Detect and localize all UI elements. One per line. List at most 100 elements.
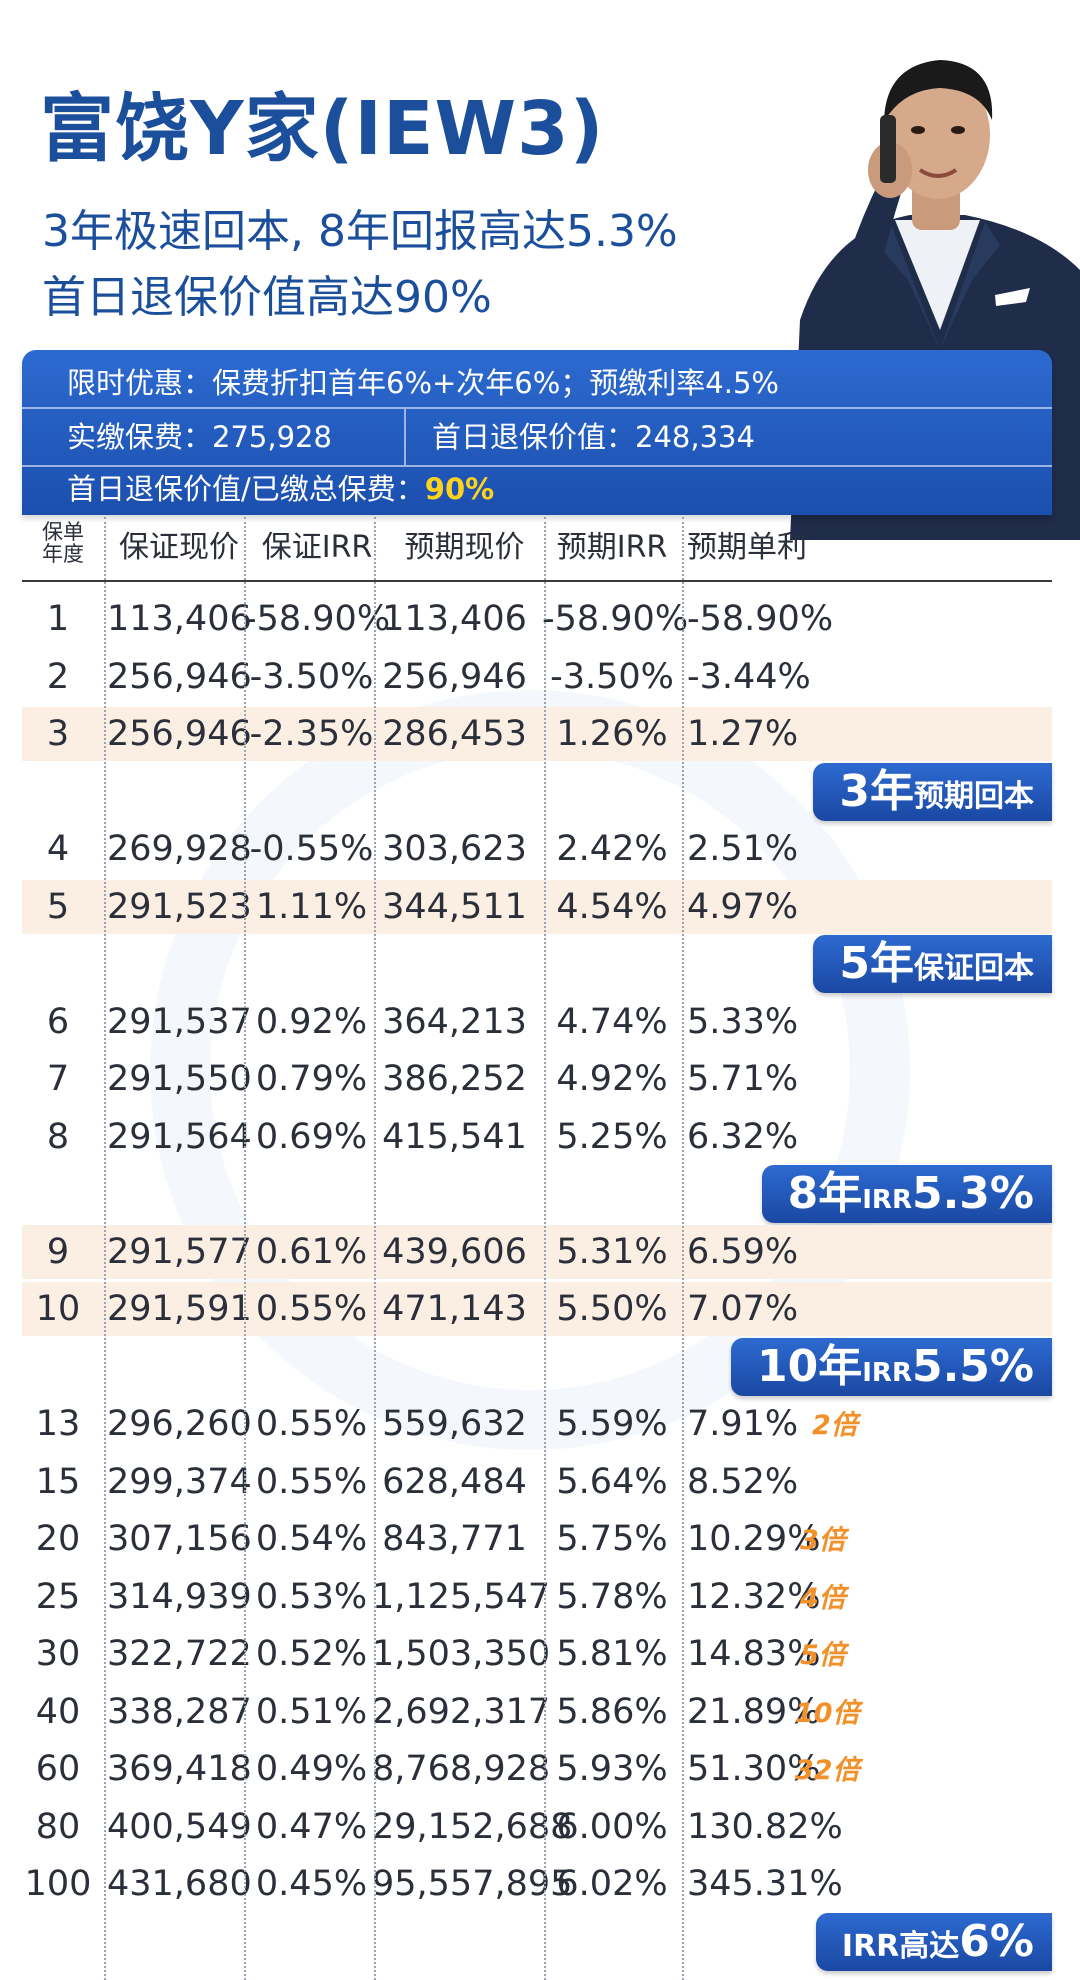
- ratio-value: 90%: [424, 472, 495, 506]
- surrender-value-label: 首日退保价值：: [432, 420, 636, 454]
- table-row: 15 299,374 0.55% 628,484 5.64% 8.52%: [22, 1453, 1052, 1511]
- header-col-5: 预期单利: [687, 530, 807, 565]
- table-cell: 113,406: [382, 599, 527, 639]
- table-cell: 3: [46, 714, 70, 754]
- table-cell: 12.32%: [687, 1576, 821, 1617]
- table-cell: 303,623: [382, 829, 527, 869]
- milestone-tag-text: 6%: [959, 1915, 1034, 1967]
- multiplier-badge: 32倍: [795, 1755, 860, 1786]
- table-cell: -3.50%: [550, 656, 674, 697]
- table-cell: 0.53%: [255, 1576, 368, 1617]
- table-cell: 5.75%: [556, 1519, 668, 1559]
- table-cell: 2,692,317: [372, 1691, 551, 1732]
- banner-divider: [404, 409, 406, 465]
- table-cell: 386,252: [382, 1059, 527, 1099]
- table-cell: 369,418: [107, 1749, 252, 1789]
- table-row: 13 296,260 0.55% 559,632 5.59% 7.91% 2倍: [22, 1395, 1052, 1453]
- highlight-band: [22, 1282, 1052, 1336]
- table-cell: 843,771: [382, 1519, 527, 1559]
- milestone-tag: 5年保证回本: [813, 935, 1052, 993]
- table-row: 10 291,591 0.55% 471,143 5.50% 7.07%: [22, 1280, 1052, 1338]
- table-cell: 8.52%: [687, 1461, 799, 1502]
- ratio-row: 首日退保价值/已缴总保费：90%: [22, 465, 1052, 513]
- milestone-tag: IRR高达6%: [815, 1912, 1052, 1971]
- table-cell: -2.35%: [249, 714, 374, 754]
- milestone-tag-text: 3年: [839, 765, 914, 817]
- table-cell: 29,152,688: [372, 1806, 573, 1847]
- table-row: 20 307,156 0.54% 843,771 5.75% 10.29% 3倍: [22, 1510, 1052, 1568]
- table-cell: 0.55%: [255, 1289, 368, 1329]
- table-row: 8 291,564 0.69% 415,541 5.25% 6.32%: [22, 1108, 1052, 1166]
- multiplier-badge: 10倍: [795, 1697, 860, 1729]
- table-cell: 307,156: [107, 1519, 252, 1559]
- header-policy-year-line1: 保单: [42, 520, 84, 544]
- table-cell: 0.55%: [255, 1404, 368, 1444]
- table-cell: 0.79%: [255, 1059, 368, 1099]
- table-row: 60 369,418 0.49% 8,768,928 5.93% 51.30% 32倍: [22, 1740, 1052, 1798]
- table-cell: 5.64%: [556, 1461, 668, 1502]
- table-cell: 0.61%: [255, 1231, 368, 1272]
- table-cell: 5.59%: [556, 1404, 668, 1444]
- table-cell: 4.97%: [687, 886, 799, 927]
- table-cell: 20: [35, 1519, 81, 1559]
- table-cell: 113,406: [107, 599, 252, 639]
- multiplier-badge: 4倍: [800, 1582, 846, 1614]
- header-col-2: 保证IRR: [261, 530, 373, 565]
- table-cell: 5.50%: [556, 1289, 668, 1329]
- table-cell: 5.31%: [556, 1231, 668, 1272]
- table-cell: 291,550: [107, 1059, 252, 1099]
- table-cell: 5.93%: [556, 1749, 668, 1789]
- table-cell: 1.26%: [556, 714, 668, 754]
- table-cell: 6.59%: [687, 1231, 799, 1272]
- milestone-tag: 3年预期回本: [813, 762, 1052, 821]
- table-cell: 1.11%: [255, 886, 368, 927]
- table-cell: 0.47%: [255, 1806, 368, 1847]
- header-policy-year-line2: 年度: [42, 542, 84, 566]
- milestone-tag-text: 5年: [839, 938, 914, 989]
- table-cell: 1: [46, 599, 70, 639]
- multiplier-badge: 5倍: [800, 1640, 846, 1671]
- subtitle-return: 3年极速回本, 8年回报高达5.3%: [42, 206, 678, 257]
- header-col-3: 预期现价: [404, 530, 525, 565]
- milestone-tag-text: 5.5%: [911, 1340, 1034, 1392]
- table-cell: 439,606: [382, 1231, 527, 1272]
- header-col-1: 保证现价: [119, 530, 239, 565]
- table-cell: 4.92%: [556, 1059, 668, 1099]
- table-cell: 2.51%: [687, 829, 799, 869]
- table-cell: -3.50%: [249, 656, 374, 697]
- table-cell: 286,453: [382, 714, 527, 754]
- table-row: 2 256,946 -3.50% 256,946 -3.50% -3.44%: [22, 648, 1052, 706]
- milestone-tag-text: IRR: [862, 1185, 912, 1215]
- table-cell: 5.25%: [556, 1116, 668, 1157]
- table-cell: 95,557,895: [372, 1864, 573, 1904]
- column-separator: [682, 517, 684, 1980]
- table-row: 7 291,550 0.79% 386,252 4.92% 5.71%: [22, 1050, 1052, 1108]
- column-separator: [244, 517, 246, 1980]
- milestone-tag-text: 5.3%: [911, 1168, 1034, 1219]
- page-title: 富饶Y家(IEW3): [40, 86, 605, 172]
- table-row: 80 400,549 0.47% 29,152,688 6.00% 130.82%: [22, 1798, 1052, 1856]
- table-cell: 291,537: [107, 1001, 252, 1042]
- table-cell: 25: [35, 1576, 81, 1617]
- table-cell: 15: [35, 1461, 81, 1502]
- table-cell: 471,143: [382, 1289, 527, 1329]
- table-cell: 296,260: [107, 1404, 252, 1444]
- paid-premium-label: 实缴保费：: [67, 420, 213, 454]
- subtitle-surrender: 首日退保价值高达90%: [42, 272, 492, 323]
- table-row: 25 314,939 0.53% 1,125,547 5.78% 12.32% 4倍: [22, 1568, 1052, 1626]
- table-cell: -0.55%: [249, 829, 374, 869]
- table-cell: 2.42%: [556, 829, 668, 869]
- highlight-band: [22, 707, 1052, 761]
- table-row: 4 269,928 -0.55% 303,623 2.42% 2.51%: [22, 820, 1052, 878]
- table-cell: 314,939: [107, 1576, 252, 1617]
- table-cell: 1,503,350: [372, 1634, 551, 1674]
- table-row: 5 291,523 1.11% 344,511 4.54% 4.97%: [22, 878, 1052, 936]
- promo-banner: 限时优惠：保费折扣首年6%+次年6%；预缴利率4.5% 实缴保费：275,928…: [22, 350, 1052, 515]
- table-cell: 400,549: [107, 1806, 252, 1847]
- table-row: 1 113,406 -58.90% 113,406 -58.90% -58.90%: [22, 590, 1052, 648]
- table-cell: 256,946: [107, 656, 252, 697]
- table-cell: 431,680: [107, 1864, 252, 1904]
- table-cell: 299,374: [107, 1461, 252, 1502]
- table-cell: 10: [35, 1289, 81, 1329]
- ratio-label: 首日退保价值/已缴总保费：: [67, 472, 425, 506]
